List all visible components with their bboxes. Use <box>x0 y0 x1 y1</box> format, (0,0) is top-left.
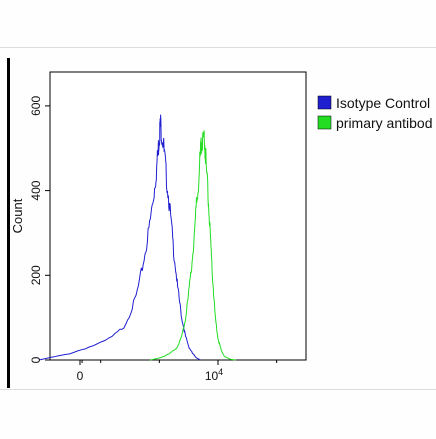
y-tick-label: 600 <box>29 96 43 116</box>
y-tick-labels: 0 200 400 600 <box>29 96 43 364</box>
top-frame-line <box>0 47 436 48</box>
x-tick-labels: 0 104 <box>77 367 224 383</box>
legend-label-primary: primary antibod <box>336 115 433 131</box>
axis-ticks <box>45 105 278 365</box>
y-tick-label: 400 <box>29 180 43 200</box>
series-line-primary-antibody <box>150 130 236 361</box>
x-tick-label: 104 <box>205 367 223 383</box>
series-layer <box>38 114 236 361</box>
bottom-frame-line <box>0 389 436 390</box>
y-tick-label: 200 <box>29 265 43 285</box>
y-tick-label: 0 <box>29 356 43 363</box>
left-frame-bar <box>7 58 10 388</box>
legend-swatch-isotype <box>317 95 332 110</box>
y-axis-title: Count <box>10 198 25 233</box>
legend-label-isotype: Isotype Control <box>336 95 430 111</box>
x-tick-label: 0 <box>77 369 84 383</box>
legend: Isotype Control primary antibod <box>317 95 433 131</box>
legend-swatch-primary <box>317 115 332 130</box>
plot-area-frame <box>49 71 307 361</box>
series-line-isotype-control <box>38 114 201 361</box>
